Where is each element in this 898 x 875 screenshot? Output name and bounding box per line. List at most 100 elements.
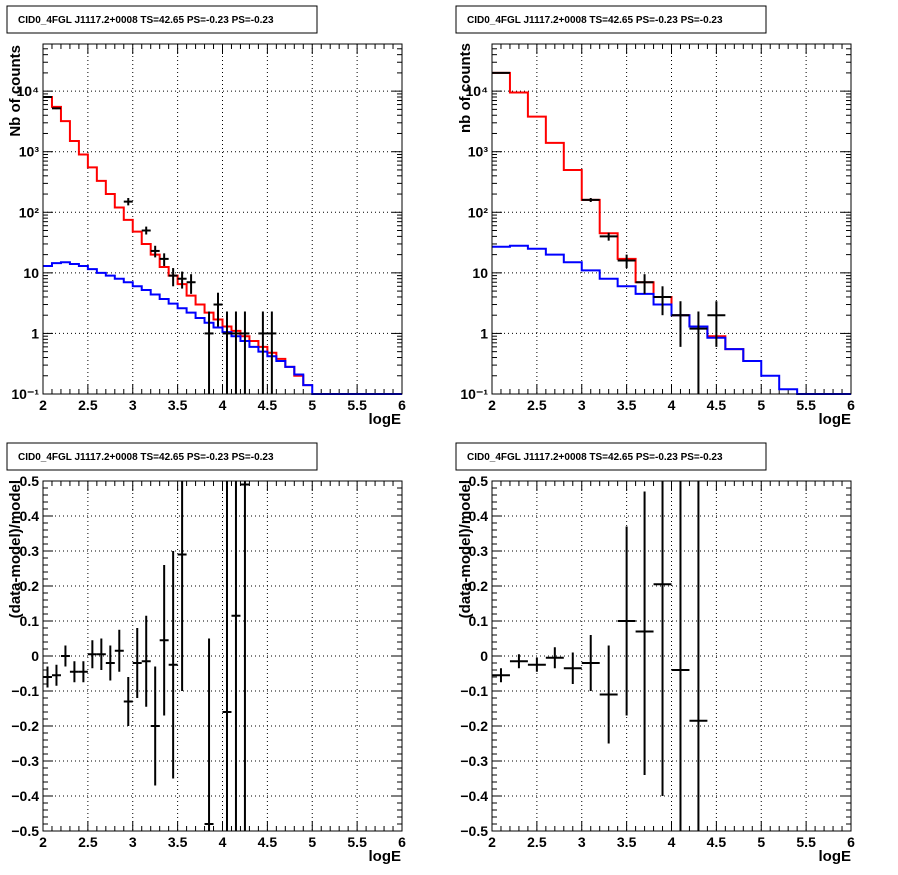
x-tick-label: 2.5 [527, 397, 547, 413]
data-point [258, 311, 268, 394]
data-point [527, 657, 546, 672]
panel-residual-left: CID0_4FGL J1117.2+0008 TS=42.65 PS=-0.23… [6, 442, 406, 865]
x-axis-label: logE [819, 411, 852, 428]
data-point [69, 661, 79, 683]
y-tick-label: 1 [480, 325, 488, 341]
data-point [141, 226, 151, 235]
y-tick-label: 0.1 [20, 613, 40, 629]
data-point [87, 640, 97, 669]
x-tick-label: 5 [308, 397, 316, 413]
data-point [707, 301, 726, 347]
y-tick-label: 10³ [19, 144, 40, 160]
data-point [150, 666, 160, 786]
x-tick-label: 6 [847, 397, 855, 413]
plot-frame [42, 43, 403, 395]
data-point [267, 311, 277, 394]
y-tick-label: 0.2 [20, 578, 40, 594]
data-point [671, 301, 690, 347]
plot-area [491, 43, 852, 395]
y-tick-label: −0.1 [460, 683, 488, 699]
data-point [51, 107, 61, 110]
x-tick-label: 4.5 [707, 397, 727, 413]
y-tick-label: −0.5 [460, 823, 488, 839]
data-point [231, 311, 241, 394]
y-tick-label: 10⁴ [466, 83, 489, 99]
data-point [204, 638, 214, 831]
y-axis-label: nb of counts [457, 43, 474, 133]
data-point [150, 245, 160, 258]
x-tick-label: 3.5 [168, 397, 188, 413]
x-tick-label: 5.5 [347, 397, 367, 413]
data-point [159, 565, 169, 716]
data-point [689, 481, 708, 831]
x-tick-label: 5 [308, 834, 316, 850]
data-point [581, 198, 600, 202]
y-tick-label: 0.2 [469, 578, 489, 594]
plot-frame [491, 43, 852, 395]
data-point [617, 526, 636, 716]
data-point [96, 638, 106, 670]
x-tick-label: 3.5 [617, 834, 637, 850]
y-tick-label: 0.3 [20, 543, 40, 559]
x-tick-label: 6 [398, 397, 406, 413]
series-model [43, 96, 313, 387]
data-point [51, 664, 61, 686]
data-point [186, 274, 196, 294]
data-point [43, 666, 52, 688]
data-point [231, 481, 241, 831]
x-tick-label: 4 [219, 834, 227, 850]
data-point [581, 635, 600, 691]
y-tick-label: 10 [23, 265, 39, 281]
plot-frame [42, 480, 403, 832]
y-tick-label: 0.4 [469, 508, 489, 524]
data-point [222, 311, 232, 394]
y-axis-label: (data-model)/model [457, 480, 474, 618]
x-tick-label: 4 [668, 397, 676, 413]
y-tick-label: 10⁻¹ [460, 386, 488, 402]
data-point [168, 551, 178, 779]
data-point [617, 254, 636, 269]
data-point [60, 645, 70, 667]
chart-title: CID0_4FGL J1117.2+0008 TS=42.65 PS=-0.23… [467, 452, 723, 463]
x-tick-label: 4.5 [258, 397, 278, 413]
x-tick-label: 2.5 [78, 834, 98, 850]
data-point [123, 198, 133, 206]
x-tick-label: 3 [578, 834, 586, 850]
data-point [671, 481, 690, 831]
y-tick-label: −0.2 [11, 718, 39, 734]
y-tick-label: 0.1 [469, 613, 489, 629]
x-tick-label: 3 [129, 834, 137, 850]
x-tick-label: 2.5 [78, 397, 98, 413]
x-tick-label: 2 [39, 397, 47, 413]
data-point [159, 253, 169, 266]
x-tick-label: 2 [39, 834, 47, 850]
data-point [132, 628, 142, 698]
x-tick-label: 4 [219, 397, 227, 413]
y-tick-label: −0.3 [460, 753, 488, 769]
x-axis-label: logE [369, 411, 402, 428]
plot-area [491, 480, 852, 832]
tick-labels: 2 2.5 3 3.5 4 4.5 5 5.5 6 −0.5 −0.4 −0.3 −0.2 −0.1 0 0.… [460, 473, 855, 850]
y-tick-label: 0.3 [469, 543, 489, 559]
y-tick-label: 10⁴ [17, 83, 40, 99]
data-point [222, 481, 232, 831]
y-tick-label: −0.3 [11, 753, 39, 769]
x-tick-label: 2 [488, 397, 496, 413]
data-point [123, 677, 133, 726]
data-point [653, 286, 672, 316]
data-point [177, 271, 187, 289]
y-tick-label: 1 [31, 325, 39, 341]
y-tick-label: −0.5 [11, 823, 39, 839]
y-tick-label: 0.4 [20, 508, 40, 524]
data-point [105, 645, 115, 681]
y-tick-label: −0.4 [11, 788, 39, 804]
title-box [6, 442, 318, 471]
title-box [6, 5, 318, 34]
y-axis-label: Nb of counts [7, 45, 24, 137]
data-point [213, 292, 223, 327]
y-tick-label: 10 [472, 265, 488, 281]
data-point [599, 645, 618, 744]
x-axis-label: logE [369, 848, 402, 865]
y-axis-label: (data-model)/model [7, 480, 24, 618]
